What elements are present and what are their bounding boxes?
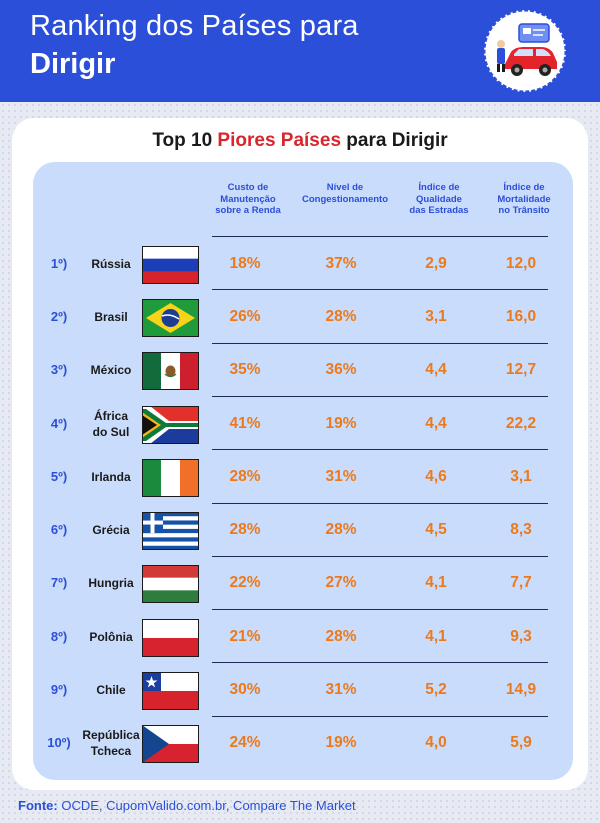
rank-label: 1º): [50, 255, 68, 271]
column-header-2: Nível de Congestionamento: [301, 182, 389, 205]
rank-label: 5º): [50, 468, 68, 484]
poland-flag-icon: [142, 618, 199, 658]
country-name: Irlanda: [91, 469, 131, 484]
row-divider: [212, 236, 548, 237]
brazil-flag-icon: [142, 298, 199, 337]
value-cell: 24%: [229, 734, 261, 752]
value-cell: 22,2: [505, 414, 537, 432]
value-cell: 36%: [325, 361, 357, 379]
value-cell: 28%: [229, 467, 261, 485]
rank-label: 9º): [50, 682, 68, 698]
value-cell: 4,4: [425, 414, 447, 432]
value-cell: 5,2: [425, 681, 447, 699]
row-divider: [212, 662, 548, 664]
title-suffix: para Dirigir: [346, 130, 448, 151]
value-cell: 3,1: [425, 307, 447, 325]
value-cell: 21%: [229, 627, 261, 645]
value-cell: 4,1: [425, 574, 447, 592]
country-name: Grécia: [92, 523, 130, 538]
country-name: África do Sul: [92, 408, 130, 439]
page-title-line2: Dirigir: [30, 48, 116, 80]
row-divider: [212, 502, 548, 504]
rank-label: 8º): [50, 628, 68, 644]
country-name: Hungria: [88, 576, 134, 591]
value-cell: 5,9: [510, 734, 532, 752]
value-cell: 12,7: [505, 361, 537, 379]
value-cell: 2,9: [425, 254, 447, 272]
value-cell: 41%: [229, 414, 261, 432]
row-divider: [212, 395, 548, 397]
row-divider: [212, 289, 548, 291]
value-cell: 9,3: [510, 627, 532, 645]
row-divider: [212, 449, 548, 451]
value-cell: 22%: [229, 574, 261, 592]
value-cell: 7,7: [510, 574, 532, 592]
value-cell: 18%: [229, 254, 261, 272]
car-badge-icon: [482, 8, 568, 94]
value-cell: 37%: [325, 254, 357, 272]
value-cell: 28%: [325, 627, 357, 645]
rank-label: 6º): [50, 522, 68, 538]
value-cell: 4,0: [425, 734, 447, 752]
chart-title: Top 10 Piores Países para Dirigir: [0, 130, 600, 152]
chile-flag-icon: [142, 672, 199, 711]
column-header-1: Custo de Manutenção sobre a Renda: [215, 182, 281, 216]
page-title-line1: Ranking dos Países para: [30, 10, 359, 42]
value-cell: 4,5: [425, 521, 447, 539]
ireland-flag-icon: [142, 458, 200, 497]
country-name: México: [90, 363, 132, 378]
rank-label: 10º): [47, 735, 71, 751]
row-divider: [212, 555, 548, 557]
rank-label: 7º): [50, 575, 68, 591]
value-cell: 8,3: [510, 521, 532, 539]
value-cell: 28%: [325, 521, 357, 539]
hungary-flag-icon: [142, 565, 199, 604]
country-name: Chile: [96, 683, 126, 698]
value-cell: 3,1: [510, 467, 532, 485]
rank-label: 2º): [50, 308, 68, 324]
value-cell: 4,6: [425, 467, 447, 485]
source-text: OCDE, CupomValido.com.br, Compare The Ma…: [61, 798, 356, 813]
value-cell: 28%: [325, 307, 357, 325]
column-header-3: Índice de Qualidade das Estradas: [409, 182, 469, 216]
header-banner: Ranking dos Países para Dirigir: [0, 0, 600, 102]
rank-label: 4º): [50, 415, 68, 431]
row-divider: [212, 715, 548, 717]
south-africa-flag-icon: [142, 405, 199, 444]
value-cell: 4,4: [425, 361, 447, 379]
value-cell: 35%: [229, 361, 261, 379]
value-cell: 19%: [325, 414, 357, 432]
value-cell: 14,9: [505, 681, 537, 699]
value-cell: 19%: [325, 734, 357, 752]
greece-flag-icon: [142, 512, 199, 551]
value-cell: 4,1: [425, 627, 447, 645]
value-cell: 31%: [325, 681, 357, 699]
country-name: Polônia: [89, 629, 133, 644]
row-divider: [212, 342, 548, 344]
czech-flag-icon: [142, 725, 199, 764]
country-name: Rússia: [91, 256, 131, 271]
value-cell: 30%: [229, 681, 261, 699]
value-cell: 12,0: [505, 254, 537, 272]
value-cell: 28%: [229, 521, 261, 539]
value-cell: 27%: [325, 574, 357, 592]
value-cell: 16,0: [505, 307, 537, 325]
value-cell: 26%: [229, 307, 261, 325]
rank-label: 3º): [50, 362, 68, 378]
value-cell: 31%: [325, 467, 357, 485]
row-divider: [212, 609, 548, 611]
column-header-4: Índice de Mortalidade no Trânsito: [497, 182, 551, 216]
source-footer: Fonte: OCDE, CupomValido.com.br, Compare…: [18, 798, 356, 813]
source-label: Fonte:: [18, 798, 58, 813]
title-prefix: Top 10: [152, 130, 213, 151]
country-name: República Tcheca: [82, 728, 140, 759]
table-panel: [33, 162, 573, 780]
russia-flag-icon: [142, 245, 199, 285]
title-highlight: Piores Países: [217, 130, 342, 151]
mexico-flag-icon: [142, 352, 200, 391]
country-name: Brasil: [94, 309, 128, 324]
